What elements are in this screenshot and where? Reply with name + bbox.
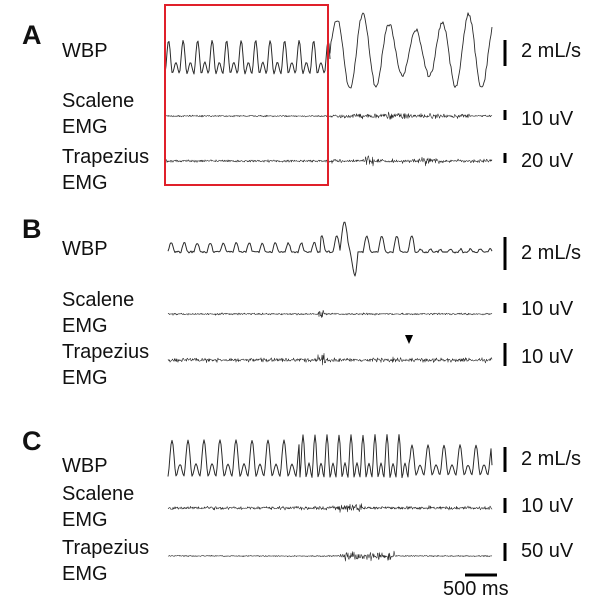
- panel-c-scalene-label-1: Scalene: [62, 483, 135, 505]
- panel-c-letter: C: [22, 426, 42, 456]
- panel-c-trapezius-trace: [167, 550, 493, 562]
- panel-b-scalene-scale: 10 uV: [521, 298, 574, 320]
- panel-c-trapezius-label-1: Trapezius: [62, 537, 150, 559]
- panel-a-wbp-label: WBP: [62, 40, 108, 62]
- panel-a-scalene-label-2: EMG: [62, 116, 108, 138]
- panel-b-wbp-label: WBP: [62, 238, 108, 260]
- panel-a-wbp-trace-irregular: [329, 12, 493, 89]
- panel-b-wbp-scale: 2 mL/s: [521, 242, 582, 264]
- panel-c-scalene-label-2: EMG: [62, 509, 108, 531]
- panel-a-trapezius-scale: 20 uV: [521, 150, 574, 172]
- panel-a-scalene-scale: 10 uV: [521, 108, 574, 130]
- panel-a-letter: A: [22, 20, 42, 50]
- panel-b-wbp-trace: [167, 221, 493, 277]
- panel-c-scalene-scale: 10 uV: [521, 495, 574, 517]
- panel-b-arrowhead-marker: [405, 335, 413, 344]
- time-scale-label: 500 ms: [443, 578, 509, 600]
- panel-b-scalene-trace: [167, 310, 493, 318]
- panel-c-wbp-scale: 2 mL/s: [521, 448, 582, 470]
- panel-c-wbp-trace: [167, 434, 493, 479]
- panel-b-trapezius-label-2: EMG: [62, 367, 108, 389]
- panel-a-wbp-scale: 2 mL/s: [521, 40, 582, 62]
- panel-c-trapezius-scale: 50 uV: [521, 540, 574, 562]
- panel-c-scalene-trace: [167, 503, 493, 513]
- panel-b-trapezius-trace: [167, 353, 493, 366]
- panel-c-trapezius-label-2: EMG: [62, 563, 108, 585]
- panel-a-wbp-trace: [164, 39, 331, 75]
- panel-b-letter: B: [22, 214, 42, 244]
- panel-b-scalene-label-2: EMG: [62, 315, 108, 337]
- panel-a-highlight-box: [164, 4, 329, 186]
- panel-b-scalene-label-1: Scalene: [62, 289, 135, 311]
- panel-a-scalene-label-1: Scalene: [62, 90, 135, 112]
- panel-b-trapezius-label-1: Trapezius: [62, 341, 150, 363]
- panel-c-wbp-label: WBP: [62, 455, 108, 477]
- panel-b-trapezius-scale: 10 uV: [521, 346, 574, 368]
- panel-a-trapezius-label-2: EMG: [62, 172, 108, 194]
- panel-a-trapezius-label-1: Trapezius: [62, 146, 150, 168]
